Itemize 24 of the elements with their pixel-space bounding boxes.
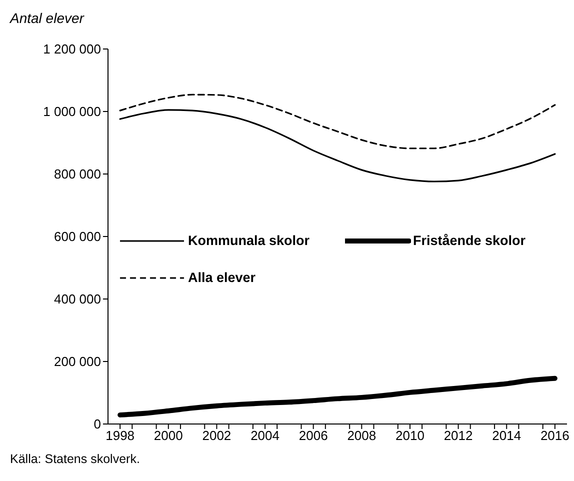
- y-tick-label: 200 000: [54, 354, 101, 370]
- y-tick-label: 0: [94, 416, 101, 432]
- y-tick-label: 400 000: [54, 292, 101, 307]
- text: Källa: Statens skolverk.: [10, 452, 140, 466]
- legend-label: Alla elever: [188, 270, 256, 285]
- y-axis-title: Antal elever: [10, 10, 84, 26]
- x-tick-label: 2000: [154, 428, 183, 444]
- x-tick-label: 2012: [444, 428, 473, 444]
- x-tick-label: 2002: [202, 428, 232, 444]
- x-tick-label: 1998: [106, 428, 135, 444]
- x-tick-label: 2004: [250, 428, 280, 444]
- y-tick-label: 800 000: [54, 166, 101, 182]
- x-tick-label: 2006: [298, 428, 328, 444]
- x-tick-label: 2010: [396, 428, 424, 444]
- x-tick-label: 2008: [347, 428, 376, 444]
- line-series: [119, 94, 556, 150]
- legend-label: Kommunala skolor: [188, 233, 310, 248]
- x-tick-label: 2014: [492, 428, 522, 444]
- y-tick-label: 1 200 000: [43, 42, 101, 57]
- y-tick-label: 1 000 000: [43, 104, 101, 120]
- y-tick-label: 600 000: [54, 229, 101, 244]
- line-series: [119, 109, 556, 182]
- legend-label: Fristående skolor: [413, 233, 526, 248]
- x-tick-label: 2016: [540, 428, 570, 444]
